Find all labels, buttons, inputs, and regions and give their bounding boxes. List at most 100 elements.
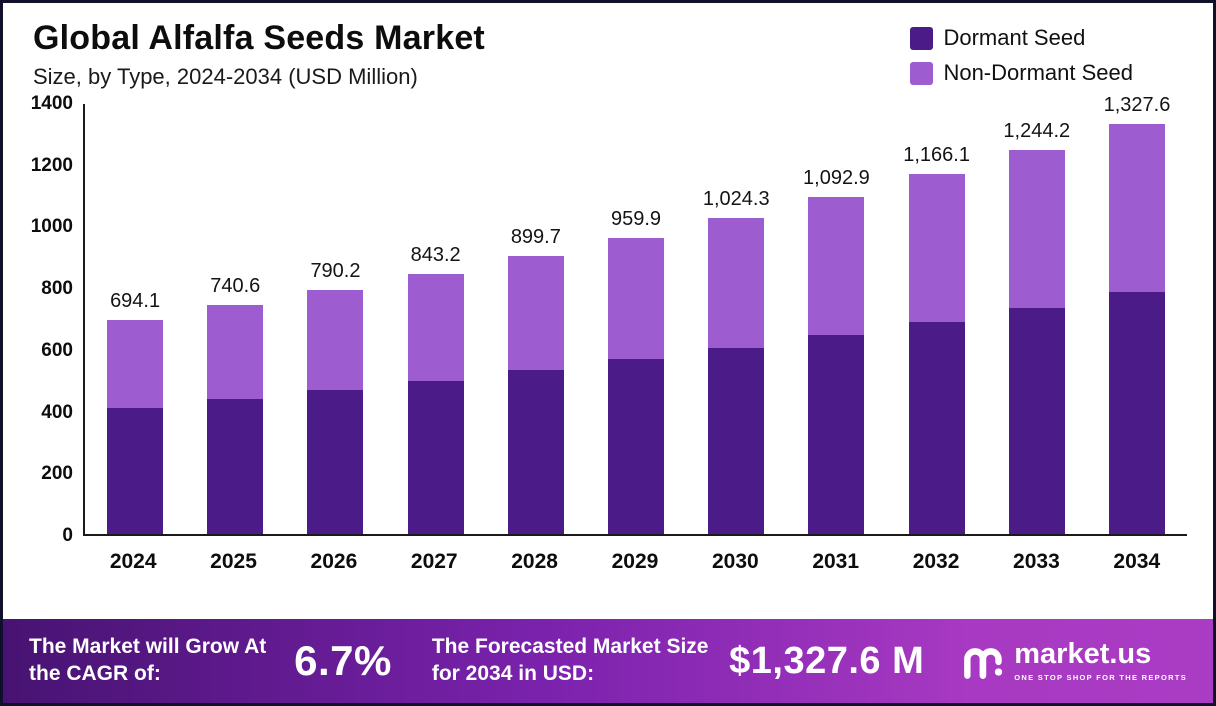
bar-stack bbox=[307, 290, 364, 534]
bar-value-label: 1,166.1 bbox=[903, 144, 970, 167]
market-us-logo-icon bbox=[964, 648, 1003, 679]
bar-segment-dormant-seed bbox=[808, 335, 865, 534]
x-axis-labels: 2024 2025 2026 2027 2028 2029 2030 2031 2032 2033… bbox=[83, 536, 1187, 574]
bar-segment-dormant-seed bbox=[407, 380, 464, 534]
bar-group: 899.7 bbox=[486, 104, 586, 534]
y-axis: 0 200 400 600 800 1000 1200 1400 bbox=[17, 93, 83, 546]
bar-stack bbox=[207, 305, 264, 534]
x-axis-label: 2033 bbox=[1013, 550, 1060, 573]
cagr-label: The Market will Grow At the CAGR of: bbox=[29, 635, 267, 685]
bar-value-label: 740.6 bbox=[210, 275, 261, 298]
footer-banner: The Market will Grow At the CAGR of: 6.7… bbox=[3, 619, 1213, 703]
bar-group: 843.2 bbox=[386, 104, 486, 534]
forecast-label: The Forecasted Market Size for 2034 in U… bbox=[431, 635, 709, 685]
bar-stack bbox=[507, 256, 564, 534]
x-axis-label: 2028 bbox=[511, 550, 558, 573]
bar-segment-dormant-seed bbox=[608, 359, 665, 534]
x-axis-label: 2031 bbox=[812, 550, 860, 573]
bar-segment-dormant-seed bbox=[207, 399, 264, 534]
legend-label: Dormant Seed bbox=[943, 25, 1086, 50]
bar-segment-non-dormant-seed bbox=[107, 319, 164, 408]
brand-block: market.us ONE STOP SHOP FOR THE REPORTS bbox=[960, 639, 1187, 683]
bar-stack bbox=[1108, 124, 1165, 534]
bar-group: 1,024.3 bbox=[686, 104, 786, 534]
legend-label: Non-Dormant Seed bbox=[943, 60, 1133, 85]
plot-column: 694.1 740.6 790.2 843.2 899.7 959.9 1,024.3 1,0… bbox=[83, 94, 1187, 574]
page-title: Global Alfalfa Seeds Market bbox=[33, 19, 485, 57]
bar-segment-dormant-seed bbox=[307, 390, 364, 534]
bar-group: 790.2 bbox=[285, 104, 385, 534]
bar-segment-dormant-seed bbox=[908, 321, 965, 534]
y-axis-tick: 1400 bbox=[30, 93, 73, 114]
bar-segment-non-dormant-seed bbox=[307, 290, 364, 391]
brand-name: market.us bbox=[1014, 638, 1152, 670]
bar-group: 1,092.9 bbox=[786, 104, 886, 534]
bar-segment-dormant-seed bbox=[507, 370, 564, 534]
y-axis-tick: 1200 bbox=[30, 154, 73, 176]
bar-value-label: 959.9 bbox=[611, 207, 662, 230]
bar-value-label: 843.2 bbox=[410, 243, 461, 266]
bar-segment-non-dormant-seed bbox=[608, 237, 665, 360]
legend-item: Dormant Seed bbox=[910, 25, 1133, 51]
legend-swatch bbox=[910, 61, 934, 85]
bar-segment-dormant-seed bbox=[1108, 292, 1165, 534]
bars-plot: 694.1 740.6 790.2 843.2 899.7 959.9 1,024.3 1,0… bbox=[83, 94, 1187, 536]
bar-segment-non-dormant-seed bbox=[708, 217, 765, 348]
bar-segment-non-dormant-seed bbox=[1008, 150, 1065, 308]
bar-value-label: 1,024.3 bbox=[702, 187, 770, 210]
bar-segment-non-dormant-seed bbox=[407, 273, 464, 381]
y-axis-tick: 0 bbox=[62, 525, 73, 546]
bar-segment-non-dormant-seed bbox=[1108, 124, 1165, 293]
page-subtitle: Size, by Type, 2024-2034 (USD Million) bbox=[33, 64, 418, 89]
bar-segment-dormant-seed bbox=[1008, 307, 1065, 534]
x-axis-label: 2034 bbox=[1113, 550, 1161, 573]
bar-group: 1,327.6 bbox=[1087, 94, 1187, 534]
legend-item: Non-Dormant Seed bbox=[910, 60, 1133, 86]
bar-value-label: 694.1 bbox=[110, 289, 161, 312]
cagr-value: 6.7% bbox=[294, 637, 392, 684]
bar-stack bbox=[608, 237, 665, 534]
bar-segment-non-dormant-seed bbox=[207, 305, 264, 400]
bar-stack bbox=[908, 174, 965, 534]
bar-group: 1,166.1 bbox=[887, 104, 987, 534]
brand-text: market.us ONE STOP SHOP FOR THE REPORTS bbox=[1014, 638, 1187, 683]
bar-segment-non-dormant-seed bbox=[507, 256, 564, 371]
bar-value-label: 1,244.2 bbox=[1003, 120, 1071, 143]
bar-segment-dormant-seed bbox=[708, 347, 765, 534]
x-axis-label: 2024 bbox=[109, 550, 157, 573]
bar-value-label: 1,327.6 bbox=[1103, 94, 1171, 117]
bar-segment-non-dormant-seed bbox=[808, 196, 865, 336]
bar-segment-non-dormant-seed bbox=[908, 174, 965, 322]
y-axis-tick: 600 bbox=[41, 339, 73, 361]
x-axis-label: 2025 bbox=[210, 550, 257, 573]
bar-value-label: 899.7 bbox=[510, 226, 561, 249]
bar-stack bbox=[407, 273, 464, 534]
chart-area: 0 200 400 600 800 1000 1200 1400 694.1 740.6 790.… bbox=[3, 93, 1213, 619]
x-axis-label: 2026 bbox=[310, 550, 358, 573]
bar-value-label: 1,092.9 bbox=[803, 166, 870, 189]
legend: Dormant Seed Non-Dormant Seed bbox=[910, 25, 1183, 86]
y-axis-tick: 200 bbox=[41, 463, 73, 485]
header: Global Alfalfa Seeds Market Size, by Typ… bbox=[3, 3, 1213, 94]
bar-group: 740.6 bbox=[185, 104, 285, 534]
bar-group: 959.9 bbox=[586, 104, 686, 534]
bar-stack bbox=[107, 319, 164, 534]
bar-stack bbox=[1008, 150, 1065, 534]
brand-tagline: ONE STOP SHOP FOR THE REPORTS bbox=[1014, 673, 1187, 682]
forecast-value: $1,327.6 M bbox=[729, 639, 925, 682]
x-axis-label: 2030 bbox=[711, 550, 759, 573]
bar-group: 1,244.2 bbox=[987, 104, 1087, 534]
y-axis-tick: 1000 bbox=[30, 216, 73, 238]
x-axis-label: 2032 bbox=[912, 550, 960, 573]
bar-stack bbox=[708, 217, 765, 534]
title-block: Global Alfalfa Seeds Market Size, by Typ… bbox=[33, 19, 485, 90]
legend-swatch bbox=[910, 26, 934, 50]
bar-segment-dormant-seed bbox=[107, 407, 164, 534]
y-axis-tick: 400 bbox=[41, 401, 73, 423]
x-axis-label: 2029 bbox=[611, 550, 659, 573]
x-axis-label: 2027 bbox=[410, 550, 458, 573]
bar-group: 694.1 bbox=[85, 104, 185, 534]
y-axis-tick: 800 bbox=[41, 278, 73, 300]
bar-value-label: 790.2 bbox=[310, 260, 361, 283]
